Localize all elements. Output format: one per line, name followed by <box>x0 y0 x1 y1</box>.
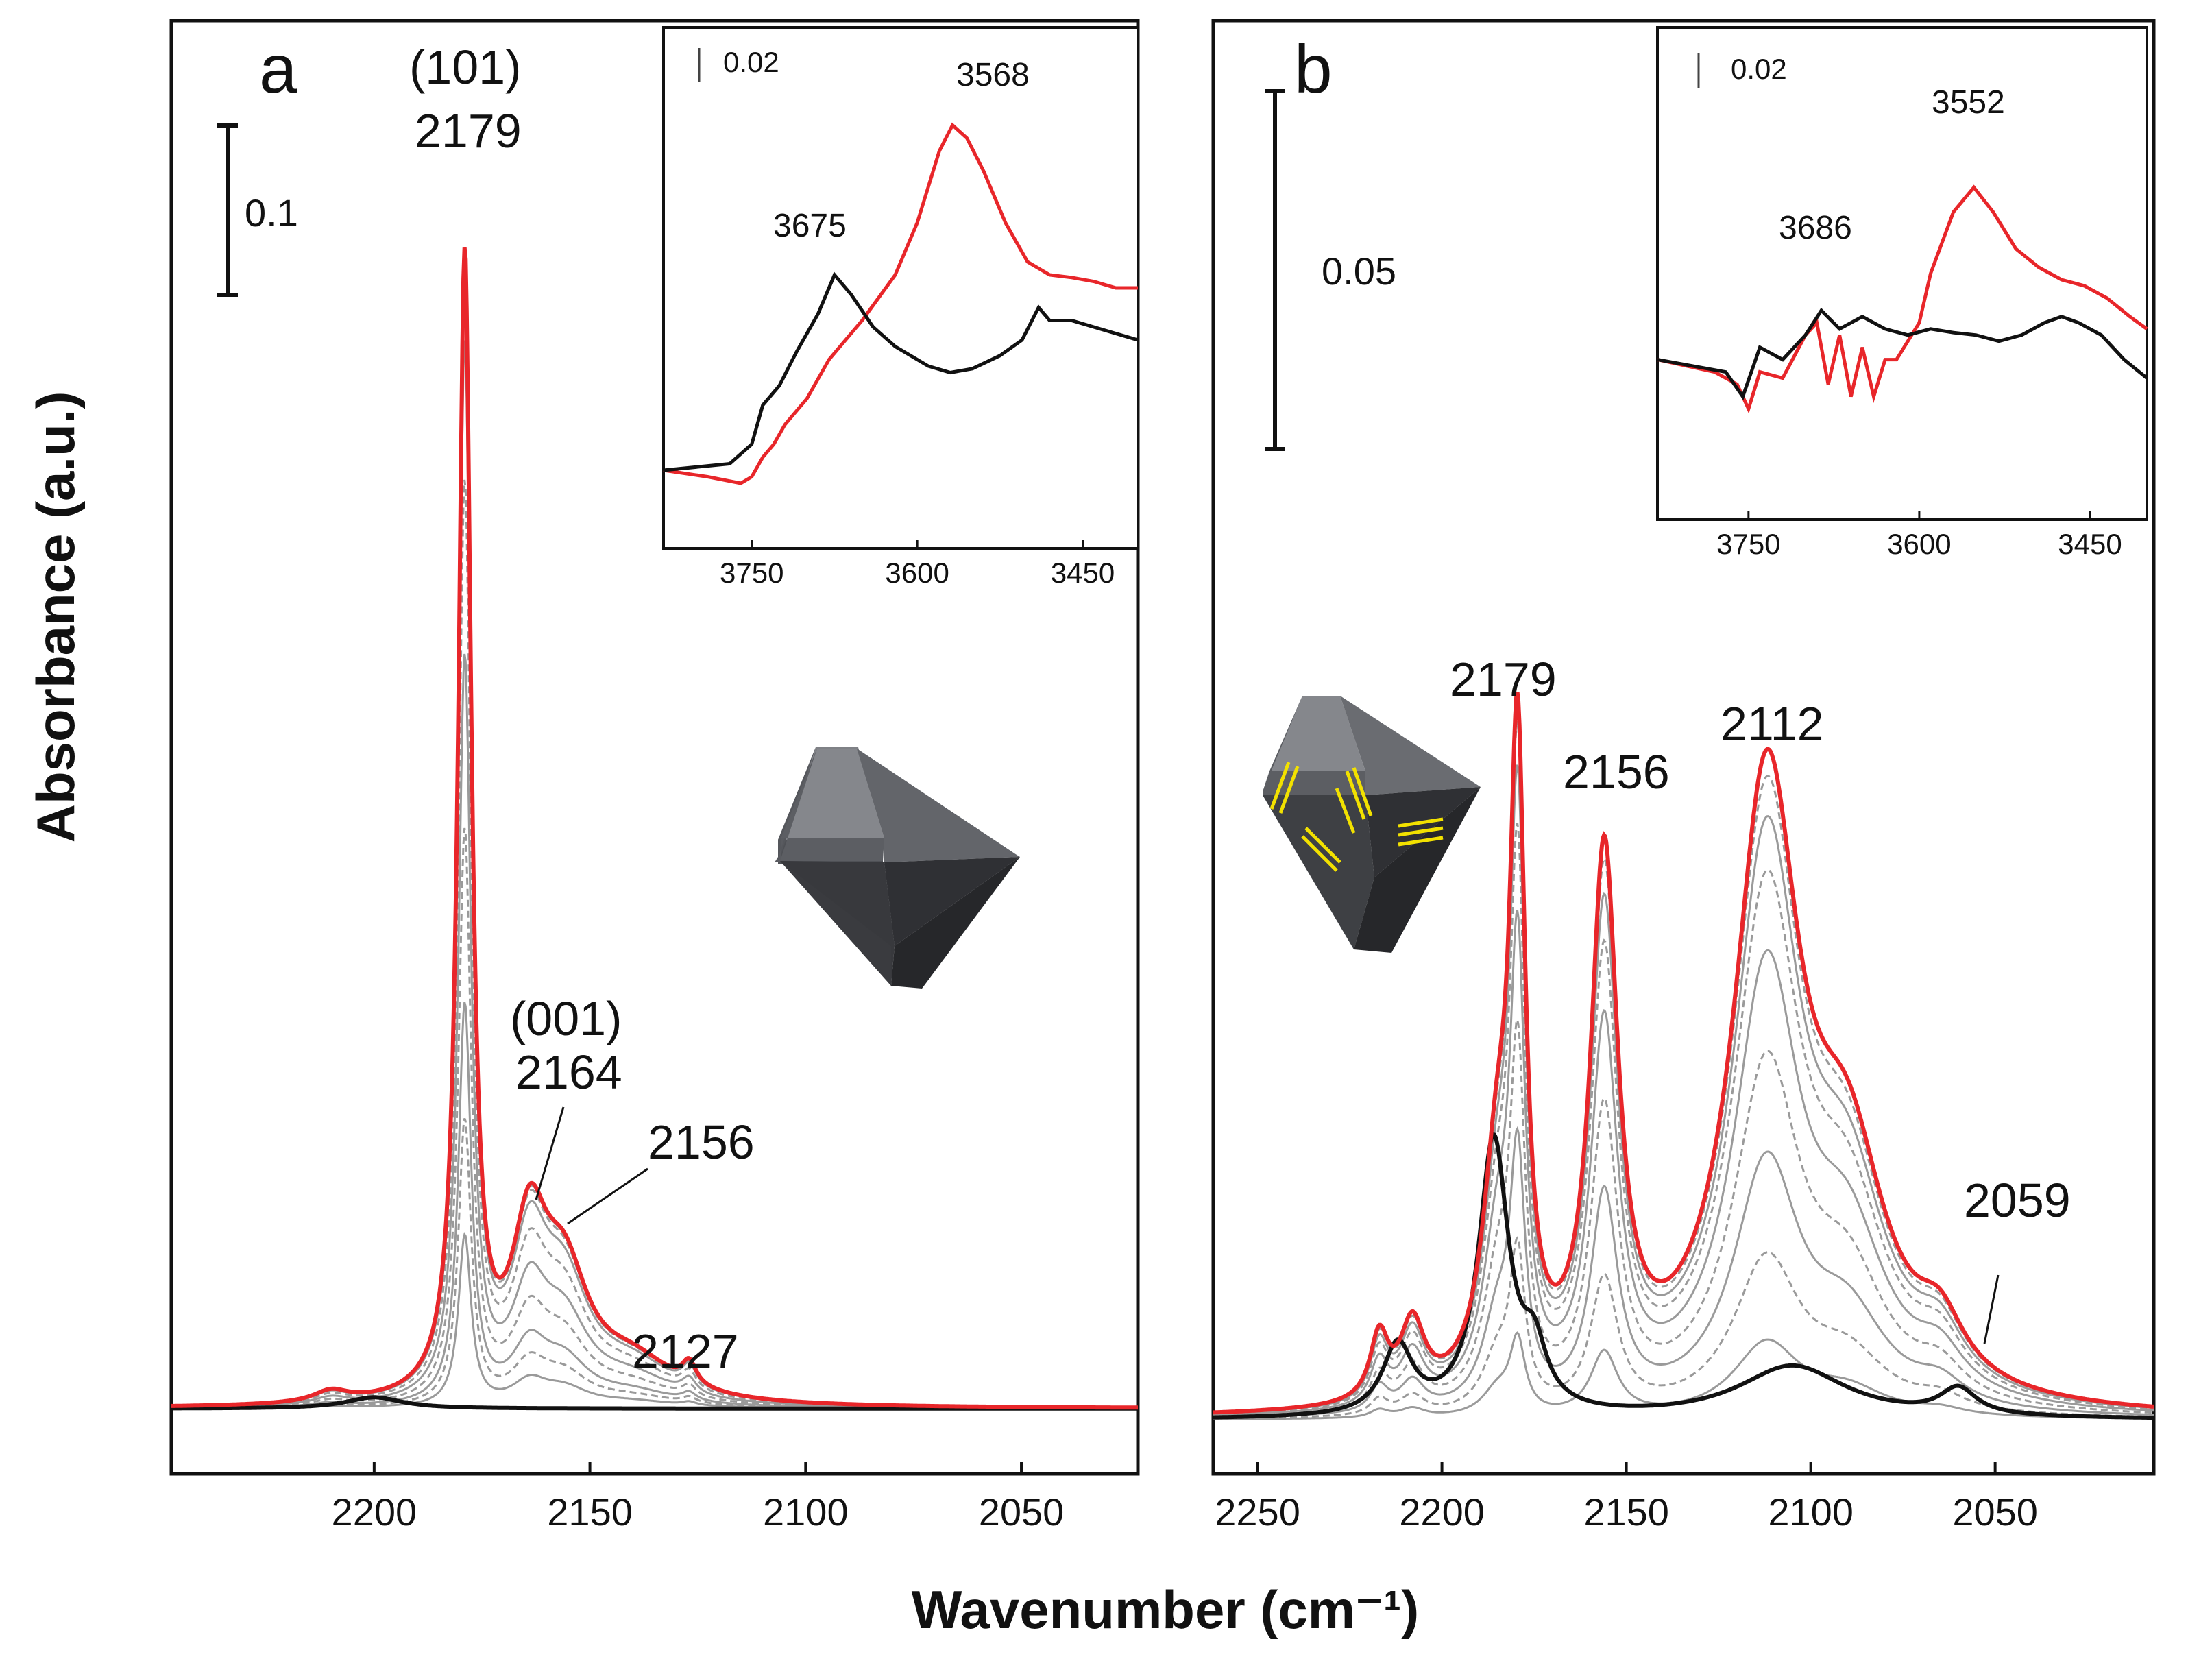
inset-x-tick-label: 3750 <box>1716 528 1780 560</box>
panel-b-inset-peak-3686: 3686 <box>1779 210 1852 246</box>
panel-a-peak-2179-face: (101) <box>409 40 521 94</box>
panel-b-peak-2156: 2156 <box>1563 745 1670 799</box>
octahedron-a <box>775 749 1020 989</box>
inset-x-tick-label: 3450 <box>1051 557 1115 589</box>
panel-a-letter: a <box>259 31 297 108</box>
panel-a-leader-2156 <box>567 1167 648 1225</box>
panel-b-x-ticks: 2250 2200 2150 2100 2050 <box>1215 1462 2038 1533</box>
inset-x-tick-label: 3750 <box>720 557 783 589</box>
panel-a-main-series <box>171 247 1138 1411</box>
panel-a-leader-2164 <box>535 1106 565 1200</box>
intermediate-series-line <box>1213 1015 2154 1417</box>
panel-a-peak-2164-face: (001) <box>510 992 622 1045</box>
panel-a-scale-bar: 0.1 <box>217 123 298 297</box>
panel-b-inset-series <box>1657 184 2148 414</box>
inset-before-line <box>1657 307 2148 400</box>
panel-b-peak-2059: 2059 <box>1964 1174 2071 1227</box>
panel-a-inset-peak-3568: 3568 <box>956 57 1030 93</box>
panel-a-inset-scale-label: 0.02 <box>723 46 779 78</box>
panel-a-frame <box>169 19 1140 1476</box>
panel-a-peak-2156: 2156 <box>648 1115 755 1169</box>
y-axis-title: Absorbance (a.u.) <box>25 391 86 843</box>
panel-b-leader-2059 <box>1983 1274 2000 1344</box>
activated-series-line <box>1213 691 2154 1415</box>
x-tick-label: 2050 <box>1952 1490 2038 1533</box>
inset-activated-line <box>1657 184 2148 414</box>
intermediate-series-line <box>1213 1126 2154 1418</box>
inset-activated-line <box>663 122 1138 485</box>
intermediate-series-line <box>171 1117 1138 1409</box>
panel-b-main-series <box>1213 691 2154 1420</box>
panel-b-scale-bar: 0.05 <box>1265 89 1396 451</box>
x-tick-label: 2100 <box>763 1490 849 1533</box>
adsorbate-molecules <box>1269 762 1444 872</box>
panel-a: 2200 2150 2100 2050 a 0.1 (101) 2179 (001) … <box>169 19 1140 1533</box>
panel-b-inset-peak-3552: 3552 <box>1932 84 2005 121</box>
panel-a-inset-x-ticks: 3750 3600 3450 <box>720 540 1115 589</box>
inset-x-tick-label: 3600 <box>1887 528 1951 560</box>
panel-b-peak-2112: 2112 <box>1721 697 1824 751</box>
panel-a-peak-2179: 2179 <box>415 104 522 158</box>
panel-a-inset-frame <box>662 26 1139 550</box>
x-tick-label: 2250 <box>1215 1490 1300 1533</box>
panel-a-scale-label: 0.1 <box>245 191 298 234</box>
x-tick-label: 2150 <box>1583 1490 1669 1533</box>
panel-b-inset-scale-label: 0.02 <box>1731 53 1787 85</box>
panel-a-x-ticks: 2200 2150 2100 2050 <box>332 1462 1065 1533</box>
octahedron-b <box>1263 696 1481 953</box>
panel-a-inset-peak-3675: 3675 <box>773 208 847 244</box>
inset-before-line <box>663 271 1139 472</box>
x-tick-label: 2100 <box>1768 1490 1854 1533</box>
panel-b-letter: b <box>1294 31 1333 108</box>
panel-b-frame <box>1211 19 2156 1476</box>
x-tick-label: 2200 <box>332 1490 417 1533</box>
x-tick-label: 2150 <box>547 1490 633 1533</box>
intermediate-series-line <box>1213 910 2154 1416</box>
activated-series-line <box>171 247 1138 1410</box>
panel-a-peak-2127: 2127 <box>632 1324 739 1378</box>
panel-a-inset-series <box>663 122 1139 485</box>
panel-b-inset-frame <box>1656 26 2148 521</box>
panel-a-peak-2164: 2164 <box>515 1045 622 1099</box>
intermediate-series-line <box>1213 823 2154 1415</box>
panel-b-inset-x-ticks: 3750 3600 3450 <box>1716 511 2122 560</box>
panel-b-scale-label: 0.05 <box>1322 250 1396 293</box>
x-axis-title: Wavenumber (cm⁻¹) <box>912 1579 1419 1640</box>
panel-b-inset: 3750 3600 3450 0.02 3552 3686 <box>1656 26 2148 560</box>
x-tick-label: 2200 <box>1399 1490 1485 1533</box>
panel-b: 2250 2200 2150 2100 2050 b 0.05 2179 2156 21… <box>1211 19 2156 1533</box>
before-series-line <box>1213 1132 2154 1420</box>
x-tick-label: 2050 <box>979 1490 1065 1533</box>
panel-b-peak-2179: 2179 <box>1450 653 1557 706</box>
inset-x-tick-label: 3450 <box>2058 528 2122 560</box>
panel-a-inset: 3750 3600 3450 0.02 3568 3675 <box>662 26 1139 589</box>
inset-x-tick-label: 3600 <box>885 557 949 589</box>
